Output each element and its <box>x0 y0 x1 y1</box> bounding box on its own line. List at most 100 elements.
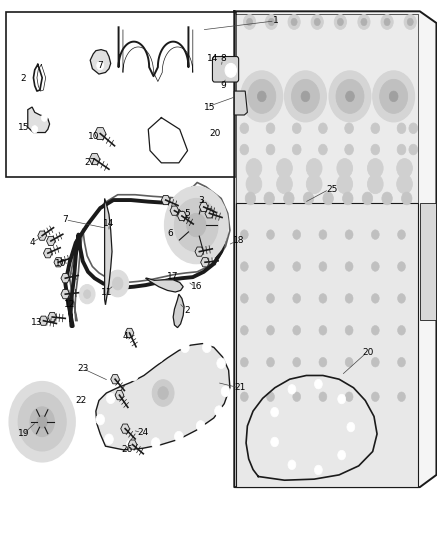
Circle shape <box>174 198 218 252</box>
Circle shape <box>337 18 343 26</box>
Circle shape <box>288 460 296 470</box>
Circle shape <box>37 415 47 428</box>
Text: 3: 3 <box>198 196 204 205</box>
Circle shape <box>41 114 47 122</box>
Circle shape <box>345 123 353 134</box>
Polygon shape <box>54 257 63 267</box>
Circle shape <box>174 431 183 442</box>
Text: 18: 18 <box>233 237 244 246</box>
Polygon shape <box>177 212 186 221</box>
Circle shape <box>402 192 412 205</box>
Circle shape <box>345 230 353 239</box>
Circle shape <box>196 421 205 431</box>
Text: 19: 19 <box>18 430 29 439</box>
Circle shape <box>268 18 275 26</box>
Circle shape <box>240 294 248 303</box>
Circle shape <box>248 79 276 114</box>
Circle shape <box>389 91 398 102</box>
Text: 20: 20 <box>209 129 220 138</box>
Circle shape <box>371 294 379 303</box>
Text: 11: 11 <box>101 287 112 296</box>
Circle shape <box>371 358 379 367</box>
Circle shape <box>267 262 275 271</box>
Circle shape <box>113 277 123 290</box>
Polygon shape <box>105 198 112 305</box>
Circle shape <box>240 123 249 134</box>
Circle shape <box>292 144 301 155</box>
Circle shape <box>266 123 275 134</box>
Bar <box>237 203 418 487</box>
Text: 13: 13 <box>31 318 42 327</box>
Polygon shape <box>128 440 137 449</box>
Circle shape <box>130 370 138 381</box>
Circle shape <box>293 262 300 271</box>
Polygon shape <box>173 294 184 328</box>
Polygon shape <box>61 289 70 299</box>
Circle shape <box>303 192 314 205</box>
Circle shape <box>345 326 353 335</box>
Text: 14: 14 <box>207 54 218 62</box>
Circle shape <box>314 379 322 389</box>
Circle shape <box>18 392 66 451</box>
Circle shape <box>398 230 406 239</box>
Circle shape <box>245 192 256 205</box>
Circle shape <box>381 14 393 29</box>
Text: 2: 2 <box>21 74 26 83</box>
Circle shape <box>97 61 104 70</box>
Circle shape <box>285 71 326 122</box>
Circle shape <box>397 123 406 134</box>
Circle shape <box>291 18 297 26</box>
Circle shape <box>371 123 380 134</box>
Circle shape <box>264 192 275 205</box>
Polygon shape <box>39 316 48 325</box>
Text: 8: 8 <box>220 54 226 62</box>
Circle shape <box>151 438 160 448</box>
Circle shape <box>314 465 322 475</box>
Circle shape <box>397 174 413 193</box>
Polygon shape <box>420 203 436 320</box>
Circle shape <box>284 192 294 205</box>
Circle shape <box>265 14 278 29</box>
Circle shape <box>345 262 353 271</box>
Circle shape <box>311 14 323 29</box>
Text: 10: 10 <box>88 132 99 141</box>
Circle shape <box>277 159 292 177</box>
Text: 4: 4 <box>29 238 35 247</box>
Polygon shape <box>161 196 170 205</box>
Circle shape <box>380 79 408 114</box>
Circle shape <box>288 384 296 394</box>
Circle shape <box>271 407 279 417</box>
Text: 7: 7 <box>97 61 103 70</box>
Text: 21: 21 <box>234 383 246 392</box>
Polygon shape <box>90 50 111 74</box>
Polygon shape <box>61 273 70 283</box>
Circle shape <box>267 358 275 367</box>
Circle shape <box>202 342 211 353</box>
Circle shape <box>345 294 353 303</box>
Circle shape <box>165 187 228 263</box>
Circle shape <box>371 144 380 155</box>
Circle shape <box>107 270 129 297</box>
Text: 23: 23 <box>77 364 88 373</box>
Circle shape <box>318 123 327 134</box>
Circle shape <box>240 326 248 335</box>
Circle shape <box>79 285 95 304</box>
Circle shape <box>267 392 275 401</box>
Circle shape <box>407 18 413 26</box>
Circle shape <box>343 192 353 205</box>
Polygon shape <box>115 391 124 400</box>
Polygon shape <box>146 278 183 292</box>
Polygon shape <box>170 206 179 215</box>
Circle shape <box>301 91 310 102</box>
Text: 22: 22 <box>76 396 87 405</box>
Polygon shape <box>28 107 49 133</box>
Circle shape <box>371 230 379 239</box>
Polygon shape <box>46 236 55 246</box>
Circle shape <box>246 174 262 193</box>
Circle shape <box>334 14 346 29</box>
Circle shape <box>319 358 327 367</box>
Text: 1: 1 <box>273 17 279 26</box>
Polygon shape <box>43 248 52 258</box>
Circle shape <box>293 230 300 239</box>
Polygon shape <box>201 257 209 267</box>
